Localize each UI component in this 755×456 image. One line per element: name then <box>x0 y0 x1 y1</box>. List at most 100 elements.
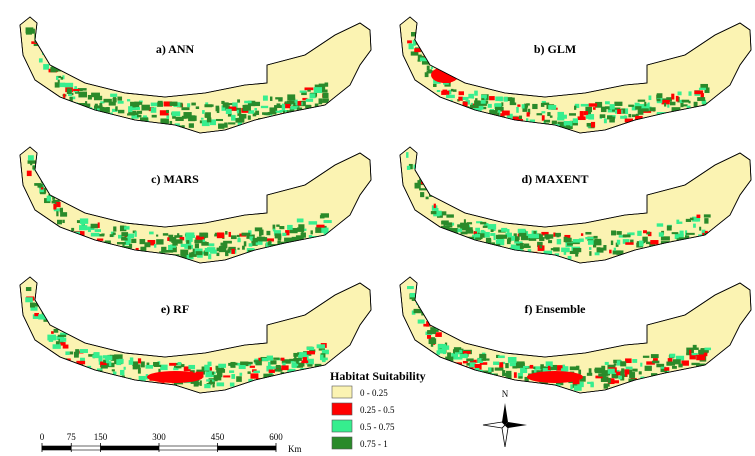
patch <box>604 383 610 386</box>
patch <box>437 350 440 355</box>
patch <box>502 370 505 376</box>
patch <box>113 226 116 231</box>
patch <box>672 232 679 234</box>
patch <box>253 102 260 106</box>
patch <box>255 227 262 231</box>
patch <box>460 368 467 371</box>
patch <box>218 123 224 128</box>
patch <box>486 377 490 382</box>
patch <box>46 311 50 316</box>
patch <box>561 248 570 252</box>
patch <box>616 231 621 235</box>
patch <box>320 215 325 218</box>
patch <box>664 114 671 118</box>
patch <box>259 231 261 237</box>
patch <box>216 253 219 256</box>
patch <box>507 229 509 233</box>
patch <box>242 246 245 250</box>
north-label: N <box>502 389 509 399</box>
patch <box>138 358 141 363</box>
legend-label: 0.5 - 0.75 <box>360 422 395 432</box>
patch <box>314 87 322 93</box>
patch <box>52 61 59 66</box>
patch <box>91 233 100 237</box>
patch <box>136 248 139 254</box>
patch <box>555 233 561 237</box>
patch <box>598 373 606 376</box>
patch <box>461 110 466 114</box>
patch <box>88 95 92 100</box>
patch <box>551 248 559 250</box>
patch <box>603 245 606 251</box>
patch <box>310 93 316 98</box>
patch <box>92 244 98 247</box>
patch <box>27 171 32 176</box>
patch <box>39 58 43 62</box>
patch <box>92 355 98 359</box>
patch <box>114 248 117 251</box>
patch <box>512 117 519 122</box>
patch <box>116 248 119 250</box>
patch <box>78 237 81 242</box>
patch <box>119 359 124 364</box>
patch <box>79 240 84 245</box>
patch <box>446 95 455 98</box>
patch <box>237 238 240 242</box>
patch <box>60 83 66 87</box>
patch <box>110 247 116 249</box>
patch <box>273 358 279 360</box>
patch <box>475 372 478 375</box>
patch <box>218 364 226 368</box>
patch <box>287 94 295 100</box>
patch <box>540 246 543 248</box>
patch <box>152 115 157 118</box>
patch <box>647 103 649 107</box>
patch <box>36 37 42 40</box>
patch <box>242 233 251 236</box>
patch <box>431 67 433 69</box>
patch <box>140 118 148 121</box>
patch <box>557 239 561 244</box>
patch <box>80 218 88 223</box>
patch <box>282 233 286 236</box>
patch <box>611 230 616 235</box>
patch <box>74 352 79 358</box>
patch <box>115 106 117 111</box>
patch <box>465 370 472 373</box>
patch <box>70 351 73 354</box>
patch <box>459 240 461 243</box>
patch <box>612 117 615 120</box>
scale-unit: Km <box>288 444 302 454</box>
patch <box>669 354 675 358</box>
patch <box>306 99 313 102</box>
patch <box>50 58 59 61</box>
patch <box>205 372 212 378</box>
legend-title: Habitat Suitability <box>330 369 426 383</box>
patch <box>537 113 543 115</box>
patch <box>640 363 642 367</box>
patch <box>548 240 552 243</box>
patch <box>442 345 449 349</box>
patch <box>287 101 295 104</box>
patch <box>465 370 471 374</box>
patch <box>569 113 576 115</box>
patch <box>281 358 285 361</box>
patch <box>442 90 447 94</box>
patch <box>60 212 67 217</box>
patch <box>491 246 498 250</box>
patch <box>689 239 695 242</box>
patch <box>161 247 166 253</box>
patch <box>540 124 547 129</box>
patch <box>309 221 318 224</box>
patch <box>491 246 499 251</box>
patch <box>110 247 113 250</box>
patch <box>491 116 497 121</box>
patch <box>69 232 71 234</box>
patch <box>243 108 247 111</box>
patch <box>621 368 624 371</box>
patch <box>80 349 88 353</box>
patch <box>451 89 453 92</box>
scale-label: 300 <box>152 432 166 442</box>
patch <box>407 166 410 170</box>
patch <box>44 179 52 181</box>
